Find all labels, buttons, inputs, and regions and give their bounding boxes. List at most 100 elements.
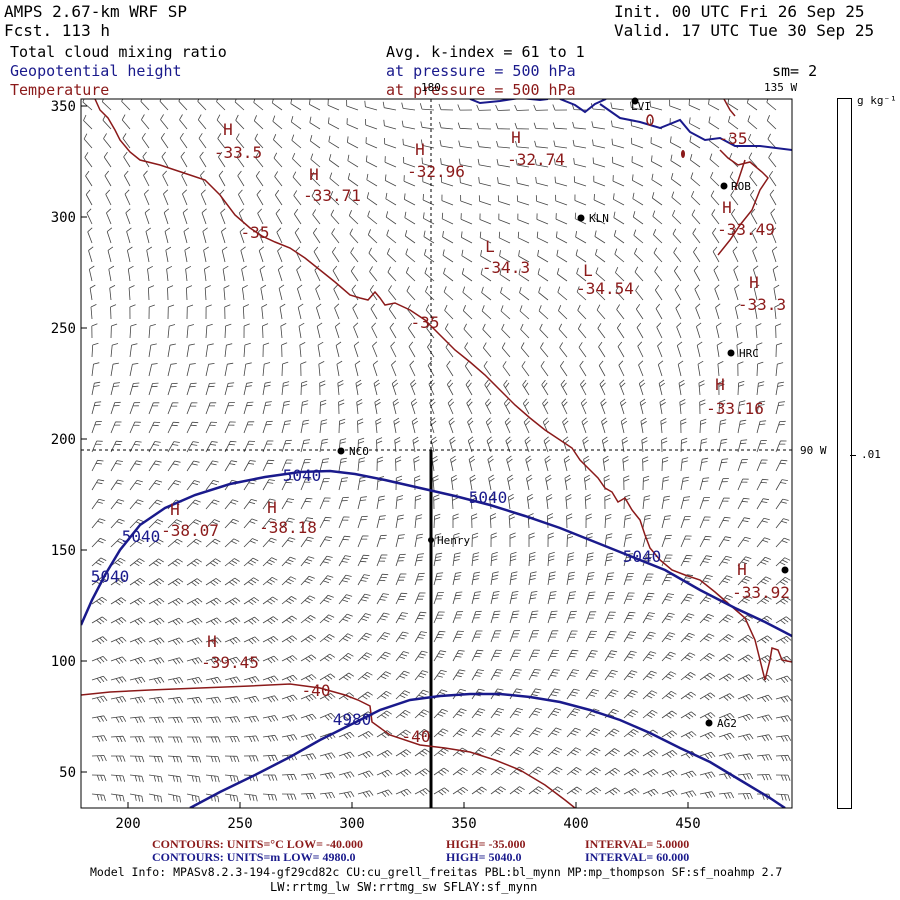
wind-barb bbox=[243, 793, 258, 802]
wind-barb bbox=[414, 592, 426, 605]
wind-barb bbox=[623, 514, 632, 529]
wind-barb bbox=[756, 537, 771, 548]
wind-barb bbox=[554, 158, 568, 168]
wind-barb bbox=[652, 210, 663, 225]
wind-barb bbox=[699, 731, 716, 740]
wind-barb bbox=[110, 538, 126, 548]
wind-barb bbox=[479, 213, 492, 225]
wind-barb bbox=[756, 734, 773, 742]
wind-barb bbox=[300, 654, 317, 663]
temp-contour-island bbox=[764, 647, 792, 681]
wind-barb bbox=[566, 649, 579, 662]
wind-barb bbox=[357, 496, 367, 510]
wind-barb bbox=[547, 727, 562, 738]
wind-barb bbox=[338, 672, 355, 681]
wind-barb bbox=[650, 137, 663, 149]
wind-barb bbox=[167, 597, 184, 606]
wind-barb bbox=[300, 595, 316, 605]
wind-barb bbox=[528, 786, 544, 795]
wind-barb bbox=[528, 551, 536, 567]
wind-barb bbox=[452, 786, 469, 795]
wind-barb bbox=[522, 379, 530, 396]
wind-barb bbox=[452, 552, 461, 567]
wind-barb bbox=[601, 417, 608, 434]
wind-barb bbox=[489, 513, 497, 529]
wind-barb bbox=[395, 749, 412, 758]
wind-barb bbox=[414, 748, 430, 757]
wind-barb bbox=[547, 669, 560, 681]
wind-barb bbox=[148, 597, 165, 606]
wind-barb bbox=[354, 360, 361, 377]
wind-barb bbox=[433, 767, 450, 776]
wind-barb bbox=[710, 190, 720, 206]
wind-barb bbox=[670, 154, 682, 168]
wind-barb bbox=[129, 402, 141, 415]
wind-barb bbox=[563, 455, 571, 472]
wind-barb bbox=[357, 574, 370, 586]
wind-barb bbox=[471, 513, 478, 529]
wind-barb bbox=[528, 688, 542, 700]
wind-barb bbox=[243, 382, 253, 396]
wind-barb bbox=[460, 213, 473, 225]
colorbar-unit: g kg⁻¹ bbox=[857, 94, 897, 107]
wind-barb bbox=[90, 304, 97, 320]
wind-barb bbox=[433, 669, 447, 681]
wind-barb bbox=[462, 305, 473, 320]
wind-barb bbox=[91, 596, 108, 605]
wind-barb bbox=[91, 735, 107, 742]
wind-barb bbox=[768, 170, 777, 187]
wind-barb bbox=[197, 99, 207, 111]
wind-barb bbox=[736, 342, 743, 358]
wind-barb bbox=[555, 213, 568, 225]
wind-barb bbox=[471, 747, 487, 757]
wind-barb bbox=[604, 592, 615, 605]
wind-barb bbox=[311, 190, 321, 206]
wind-barb bbox=[162, 170, 169, 187]
height-contour-info: CONTOURS: UNITS=m LOW= 4980.0 bbox=[152, 850, 356, 864]
wind-barb bbox=[585, 708, 600, 719]
wind-barb bbox=[485, 398, 492, 415]
wind-barb bbox=[319, 555, 333, 567]
wind-barb bbox=[699, 791, 716, 799]
wind-barb bbox=[376, 651, 391, 662]
wind-barb bbox=[392, 398, 399, 415]
wind-barb bbox=[298, 322, 305, 339]
wind-barb bbox=[459, 176, 473, 187]
wind-barb bbox=[578, 342, 587, 358]
height-contour-label: 4980 bbox=[333, 710, 372, 729]
wind-barb bbox=[129, 499, 144, 510]
wind-barb bbox=[440, 158, 454, 168]
wind-barb bbox=[167, 637, 184, 645]
wind-barb bbox=[262, 636, 279, 644]
wind-barb bbox=[388, 285, 397, 301]
wind-barb bbox=[281, 498, 295, 510]
wind-barb bbox=[217, 133, 226, 149]
wind-barb bbox=[737, 361, 744, 377]
wind-barb bbox=[576, 286, 587, 301]
wind-barb bbox=[106, 208, 112, 225]
wind-barb bbox=[281, 556, 296, 567]
wind-barb bbox=[91, 557, 107, 567]
wind-barb bbox=[319, 575, 334, 586]
wind-barb bbox=[395, 553, 406, 567]
wind-barb bbox=[110, 735, 126, 743]
wind-barb bbox=[376, 534, 387, 548]
wind-barb bbox=[424, 248, 435, 263]
wind-barb bbox=[205, 676, 222, 685]
wind-barb bbox=[452, 513, 459, 528]
wind-barb bbox=[573, 158, 587, 168]
wind-barb bbox=[205, 755, 221, 763]
wind-barb bbox=[653, 247, 663, 263]
y-tick-label: 350 bbox=[51, 99, 76, 115]
wind-barb bbox=[737, 694, 754, 702]
x-tick-label: 300 bbox=[339, 816, 364, 832]
wind-barb bbox=[376, 515, 386, 529]
wind-barb bbox=[179, 114, 188, 130]
wind-barb bbox=[129, 656, 146, 665]
temp-high-value: -38.07 bbox=[161, 521, 219, 540]
wind-barb bbox=[186, 382, 197, 396]
wind-barb bbox=[775, 557, 791, 567]
wind-barb bbox=[338, 652, 354, 662]
wind-barb bbox=[300, 792, 316, 800]
wind-barb bbox=[369, 284, 378, 301]
